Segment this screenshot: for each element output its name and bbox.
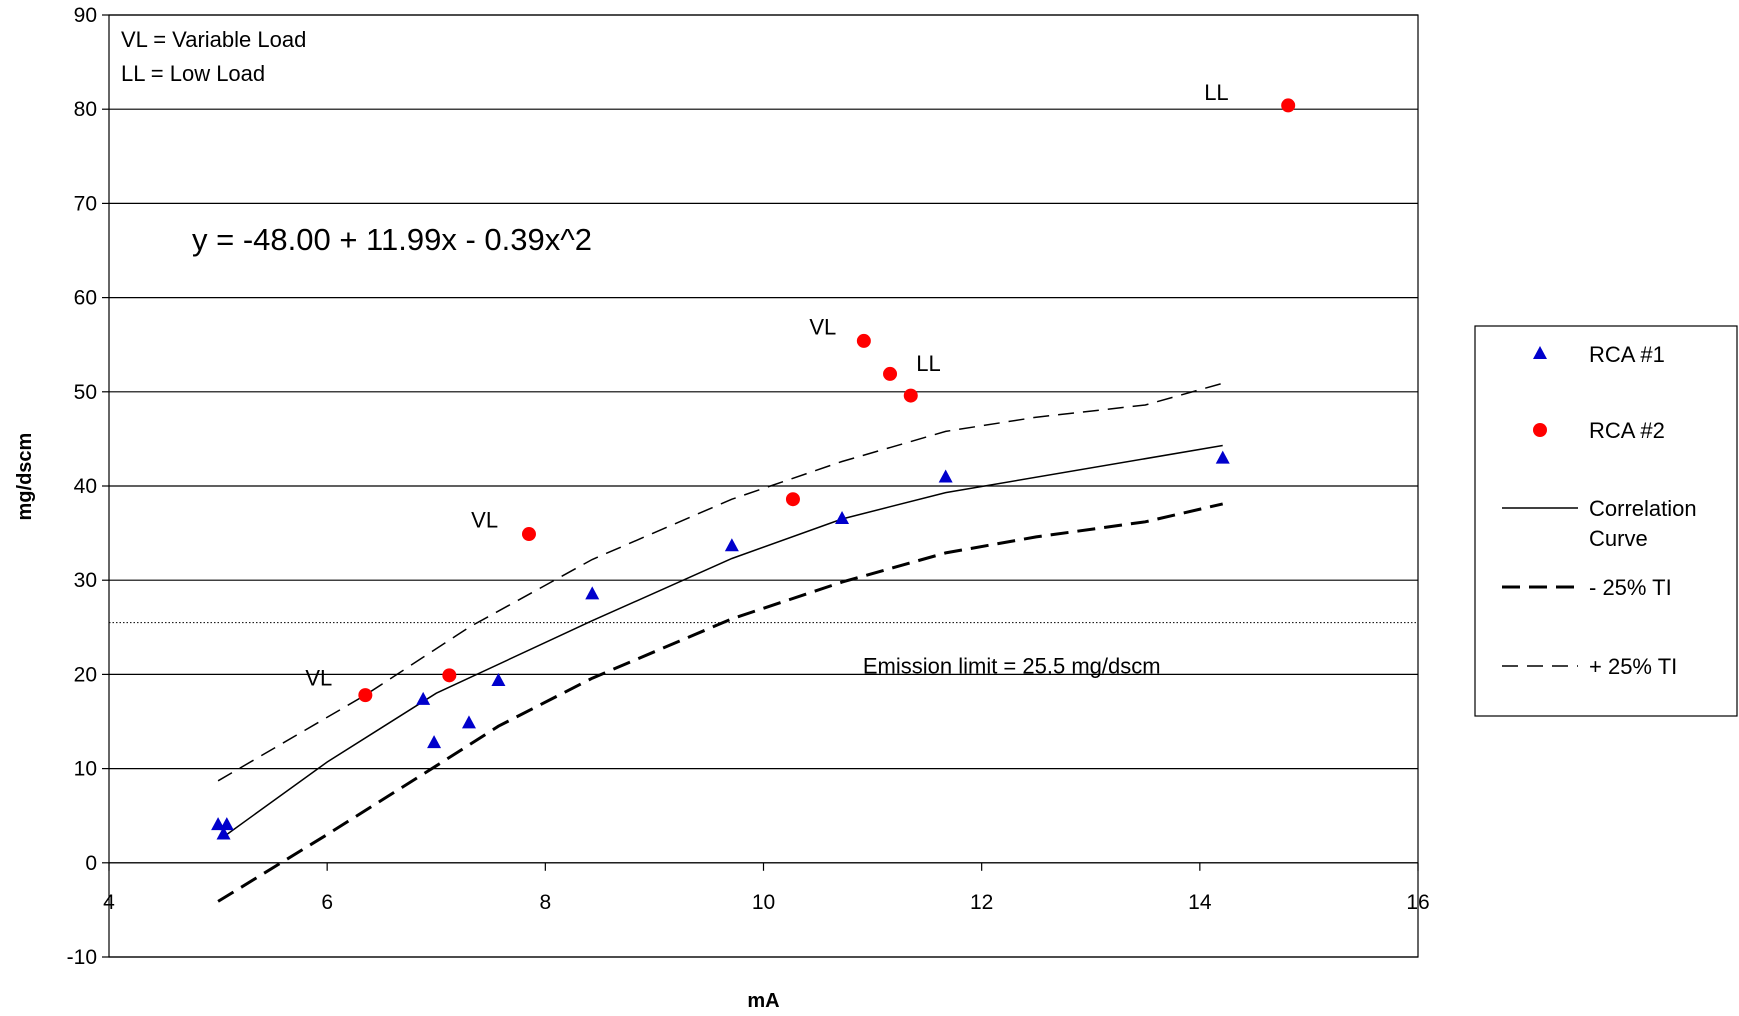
series-lines [217, 382, 1224, 903]
rca1-point [585, 586, 600, 600]
legend-label-line: Correlation [1589, 496, 1697, 521]
emission-limit-label: Emission limit = 25.5 mg/dscm [863, 653, 1161, 678]
legend-label-line: - 25% TI [1589, 575, 1672, 600]
rca1-point [835, 510, 850, 524]
plot-area-frame [108, 14, 1419, 958]
y-axis-label: mg/dscm [14, 433, 36, 521]
legend-label-line: Curve [1589, 526, 1648, 551]
triangle-marker-icon [1533, 346, 1547, 359]
series-points [211, 98, 1296, 840]
rca2-point [1281, 98, 1296, 113]
point-annotation: VL [471, 507, 498, 532]
rca2-point [785, 492, 800, 507]
rca1-point [1215, 450, 1230, 464]
series-line-correlation-curve [226, 444, 1223, 836]
point-annotations: VL VL VL LL LL [305, 80, 1228, 691]
legend-label: - 25% TI [1589, 575, 1672, 600]
rca2-point [903, 388, 918, 403]
series-line-25-ti [217, 502, 1224, 903]
rca1-point [724, 538, 739, 552]
rca1-point [427, 735, 442, 749]
legend-label-line: RCA #1 [1589, 342, 1665, 367]
note-low-load: LL = Low Load [121, 61, 265, 86]
point-annotation: LL [1204, 80, 1228, 105]
legend-label: RCA #1 [1589, 342, 1665, 367]
rca1-point [938, 469, 953, 483]
rca2-point [856, 333, 871, 348]
legend-label-line: + 25% TI [1589, 654, 1677, 679]
rca2-point [442, 668, 457, 683]
rca1-point [216, 826, 231, 840]
y-tick-label: -10 [67, 946, 97, 969]
rca2-point [358, 688, 373, 703]
legend-label-line: RCA #2 [1589, 418, 1665, 443]
point-annotation: VL [305, 666, 332, 691]
x-tick-label: 10 [752, 891, 775, 914]
x-tick-label: 14 [1188, 891, 1212, 914]
rca2-point [883, 366, 898, 381]
legend-label: RCA #2 [1589, 418, 1665, 443]
rca1-point [416, 691, 431, 705]
circle-marker-icon [1533, 423, 1547, 437]
gridlines [109, 14, 1418, 958]
y-tick-label: 30 [74, 569, 97, 592]
y-tick-label: 10 [74, 758, 97, 781]
legend: RCA #1 RCA #2 Correlation Curve - 25% TI + 25… [1474, 325, 1738, 717]
y-tick-label: 90 [74, 4, 97, 27]
point-annotation: VL [809, 314, 836, 339]
regression-equation: y = -48.00 + 11.99x - 0.39x^2 [192, 222, 592, 257]
legend-box [1474, 325, 1738, 717]
y-tick-label: 80 [74, 98, 97, 121]
y-tick-label: 20 [74, 663, 97, 686]
x-tick-label: 8 [539, 891, 551, 914]
x-tick-label: 12 [970, 891, 993, 914]
note-variable-load: VL = Variable Load [121, 27, 306, 52]
y-tick-label: 50 [74, 381, 97, 404]
emission-limit: Emission limit = 25.5 mg/dscm [109, 622, 1418, 678]
legend-label: + 25% TI [1589, 654, 1677, 679]
rca2-point [521, 527, 536, 542]
rca1-point [219, 817, 234, 831]
rca1-point [491, 672, 506, 686]
legend-label: Correlation Curve [1589, 496, 1697, 551]
x-axis-label: mA [747, 990, 779, 1012]
x-tick-label: 6 [321, 891, 333, 914]
notes: VL = Variable Load LL = Low Load [121, 27, 306, 86]
y-tick-label: 70 [74, 192, 97, 215]
series-line-25-ti [217, 382, 1223, 782]
y-tick-label: 0 [85, 852, 97, 875]
y-tick-label: 60 [74, 287, 97, 310]
point-annotation: LL [916, 351, 940, 376]
rca1-point [461, 715, 476, 729]
y-tick-label: 40 [74, 475, 97, 498]
